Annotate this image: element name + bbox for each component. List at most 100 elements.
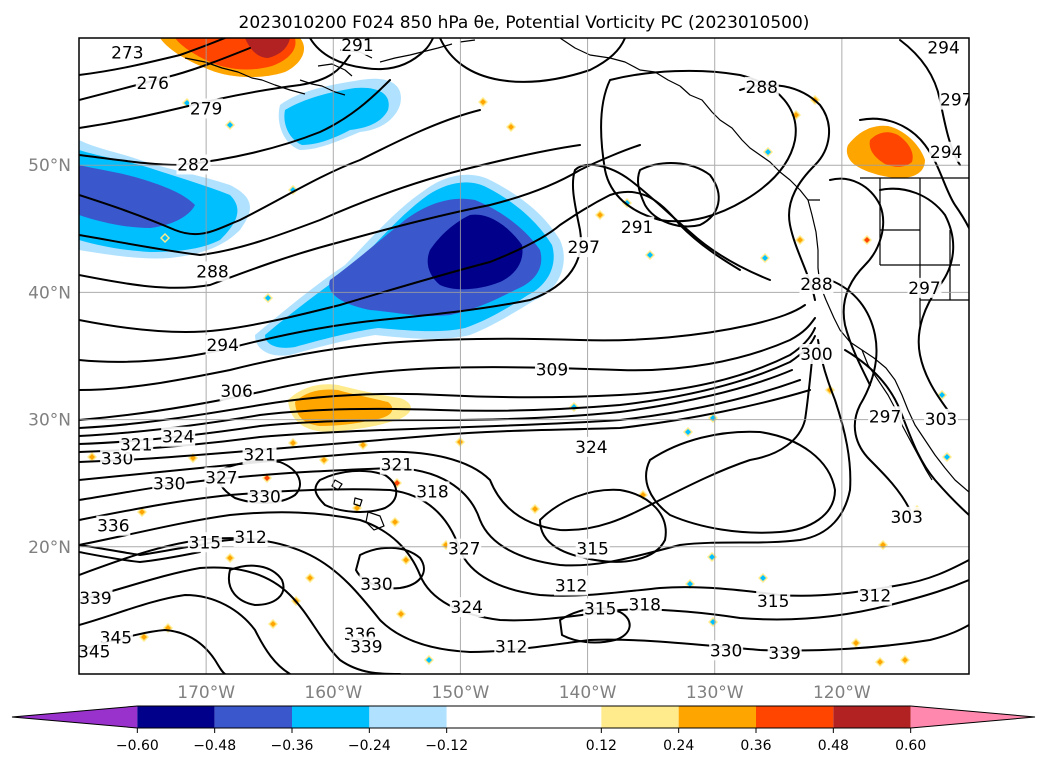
pv-cell-inner — [89, 454, 95, 460]
contour-label-halo — [926, 38, 961, 58]
longitude-tick-label: 160°W — [304, 683, 362, 703]
contour-label: 321 — [381, 456, 413, 476]
theta-e-contour — [79, 144, 581, 256]
contour-label: 276 — [137, 74, 169, 94]
colorbar-segment — [137, 706, 215, 728]
contour-label-halo — [799, 274, 834, 295]
contour-label: 324 — [162, 428, 194, 448]
contour-label-halo — [152, 473, 187, 494]
pv-cell-inner — [765, 149, 771, 155]
pv-cell-inner — [270, 621, 276, 627]
pv-cell-inner — [939, 392, 945, 398]
contour-label-halo — [574, 436, 609, 457]
contour-label-halo — [756, 590, 791, 611]
contour-label-halo — [447, 538, 482, 559]
pv-cell-inner — [687, 581, 693, 587]
contour-label-halo — [189, 98, 224, 119]
pv-cell-inner — [597, 212, 603, 218]
latitude-ticks: 20°N 30°N 40°N 50°N — [28, 156, 71, 558]
pv-fill-blue — [284, 87, 389, 145]
contour-label-halo — [929, 141, 964, 162]
alaska-panhandle-coastline — [679, 85, 809, 201]
contour-label: 297 — [940, 91, 972, 111]
contour-label: 309 — [536, 360, 568, 380]
contour-label: 297 — [568, 238, 600, 258]
colorbar-segment — [446, 706, 602, 728]
colorbar-ticks: −0.60 −0.48 −0.36 −0.24 −0.12 0.12 0.24 0.36 0.4… — [116, 728, 926, 754]
pv-cell-inner — [354, 505, 360, 511]
contour-label: 312 — [555, 577, 587, 597]
theta-e-contour — [79, 109, 481, 236]
contour-label-halo — [161, 426, 196, 447]
contour-label: 339 — [350, 638, 382, 658]
theta-e-contour — [79, 389, 811, 463]
contour-label: 291 — [621, 218, 653, 238]
contour-label: 330 — [360, 575, 392, 595]
contour-label: 273 — [111, 44, 143, 64]
contour-label: 282 — [177, 155, 209, 175]
contour-label-halo — [195, 261, 230, 282]
theta-e-contour — [314, 469, 398, 513]
theta-e-contour — [79, 144, 641, 289]
colorbar-tick-label: 0.48 — [818, 738, 849, 754]
contour-label-halo — [340, 38, 375, 55]
us-state-boundaries — [879, 178, 969, 330]
contour-label: 300 — [800, 345, 832, 365]
contour-label-halo — [205, 335, 240, 356]
theta-e-contour — [79, 38, 226, 76]
contour-label: 327 — [448, 540, 480, 560]
contour-label-halo — [575, 538, 610, 559]
potential-vorticity-fills — [79, 38, 925, 432]
pv-cell-inner — [394, 480, 400, 486]
contour-label-halo — [767, 642, 802, 663]
colorbar-tick-label: −0.36 — [271, 738, 314, 754]
pv-cell-inner — [141, 634, 147, 640]
pv-cell-inner — [760, 575, 766, 581]
contour-label-halo — [494, 636, 529, 657]
latitude-tick-label: 40°N — [28, 283, 71, 303]
colorbar-tick-label: −0.24 — [348, 738, 391, 754]
pv-cell-inner — [290, 440, 296, 446]
contour-label: 303 — [925, 410, 957, 430]
contour-label: 303 — [890, 508, 922, 528]
contour-label-halo — [566, 237, 601, 258]
contour-label-halo — [242, 444, 277, 465]
theta-e-contours — [79, 38, 969, 674]
pv-cell-inner — [797, 237, 803, 243]
contour-label: 327 — [205, 468, 237, 488]
pv-cell-inner — [139, 509, 145, 515]
contour-label-halo — [939, 89, 969, 110]
contour-label-halo — [449, 597, 484, 618]
contour-label-halo — [534, 359, 569, 380]
contour-label: 288 — [746, 78, 778, 98]
theta-e-contour — [79, 379, 801, 453]
contour-label: 294 — [930, 143, 962, 163]
theta-e-contour — [844, 349, 969, 516]
contour-label: 291 — [341, 36, 373, 56]
colorbar-segment — [833, 706, 911, 728]
colorbar-tick-label: −0.60 — [116, 738, 159, 754]
pv-cell-inner — [902, 657, 908, 663]
contour-label: 294 — [206, 336, 238, 356]
contour-label: 345 — [78, 643, 110, 663]
contour-label-halo — [868, 406, 903, 427]
pv-cell-inner — [392, 519, 398, 525]
colorbar-tick-label: −0.12 — [425, 738, 468, 754]
colorbar-tick-label: 0.36 — [740, 738, 771, 754]
contour-label: 321 — [243, 445, 275, 465]
contour-label-halo — [110, 42, 145, 63]
pv-cell-inner — [709, 554, 715, 560]
pv-cell-inner — [360, 442, 366, 448]
pv-cell-inner — [426, 657, 432, 663]
contour-label: 324 — [575, 438, 607, 458]
colorbar-tick-label: 0.24 — [663, 738, 694, 754]
theta-e-contour — [829, 279, 911, 511]
pv-cell-inner — [190, 455, 196, 461]
latitude-tick-label: 50°N — [28, 156, 71, 176]
contour-label: 339 — [79, 589, 111, 609]
colorbar-segment — [369, 706, 447, 728]
pv-cell-inner — [853, 640, 859, 646]
